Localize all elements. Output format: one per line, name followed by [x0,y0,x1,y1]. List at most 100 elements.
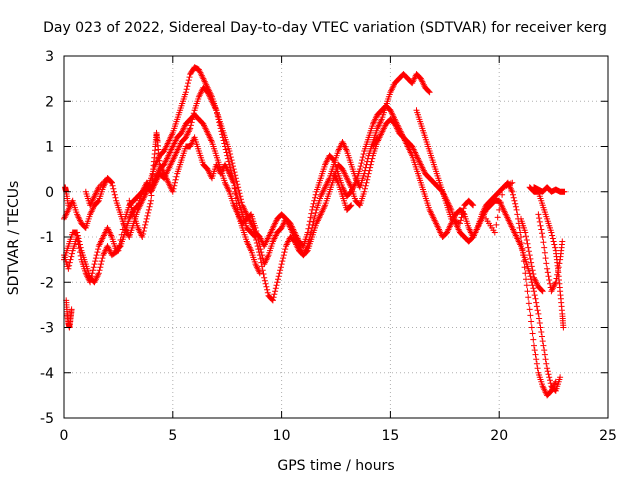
data-point [69,250,75,257]
data-point [280,252,287,259]
series-track-4 [62,107,568,331]
data-point [358,160,365,167]
data-point [514,211,521,218]
data-point [523,282,530,289]
data-point [509,188,516,195]
data-point [280,255,287,262]
data-point [95,270,102,277]
data-point [365,170,372,177]
data-point [551,241,558,248]
data-point [173,173,180,180]
data-point [95,198,102,205]
data-point [536,215,543,222]
data-point [185,77,192,84]
data-point [525,300,532,307]
data-point [543,360,550,367]
data-point [528,259,535,266]
data-point [530,336,537,343]
data-point [368,158,375,165]
data-point [148,192,155,199]
data-point [552,244,559,251]
data-point [526,306,533,313]
data-point [235,187,242,194]
data-point [232,172,239,179]
data-point [149,182,156,188]
data-point [261,277,268,284]
data-point [108,179,115,186]
data-point [141,224,148,231]
y-axis-label: SDTVAR / TECUs [6,181,22,296]
data-point [532,295,539,302]
data-point [95,246,102,253]
data-point [108,178,115,185]
data-point [539,234,546,240]
data-point [256,249,263,256]
data-point [140,231,147,237]
data-point [534,307,541,314]
data-point [232,190,239,197]
data-point [68,253,75,260]
data-point [367,164,374,171]
data-point [65,265,72,272]
data-point [544,265,551,272]
data-point [134,203,141,210]
data-point [142,221,149,228]
data-point [172,179,178,186]
data-point [258,259,265,266]
data-point [231,169,238,176]
data-point [91,261,98,268]
data-point [493,221,500,228]
data-point [312,194,318,201]
data-point [112,194,119,201]
data-point [311,197,318,204]
series-track-3 [61,84,564,394]
data-point [540,342,547,349]
data-point [260,271,267,277]
data-point [537,222,544,229]
data-point [531,288,537,295]
data-point [257,255,264,262]
data-point [541,244,548,251]
data-point [143,215,150,222]
data-point [237,193,244,200]
data-point [75,241,82,248]
data-point [542,356,549,363]
data-point [90,267,96,274]
data-point [347,203,354,210]
data-point [235,184,242,191]
series-track-2 [61,64,433,304]
data-point [92,258,99,265]
data-point [557,374,564,381]
data-point [272,288,279,295]
data-point [227,154,234,161]
data-point [234,181,241,188]
data-point [185,80,191,87]
data-point [145,209,152,216]
data-point [146,203,153,210]
data-point [111,188,117,195]
data-point [546,374,553,381]
data-point [281,249,288,256]
y-tick-label: -1 [40,230,54,246]
data-point [149,176,156,183]
data-point [190,113,197,120]
data-point [232,195,239,202]
data-point [543,260,550,267]
data-point [276,270,283,277]
data-point [458,214,465,221]
y-tick-label: 0 [45,185,54,201]
data-point [362,182,369,189]
data-point [548,229,555,236]
data-point [96,267,103,274]
data-point [189,116,196,123]
data-point [304,248,310,255]
data-point [348,202,355,209]
data-point [273,282,280,289]
data-point [491,229,498,236]
data-point [90,264,97,271]
data-point [144,212,151,219]
data-point [523,237,530,243]
data-point [523,276,529,283]
data-point [510,194,517,201]
